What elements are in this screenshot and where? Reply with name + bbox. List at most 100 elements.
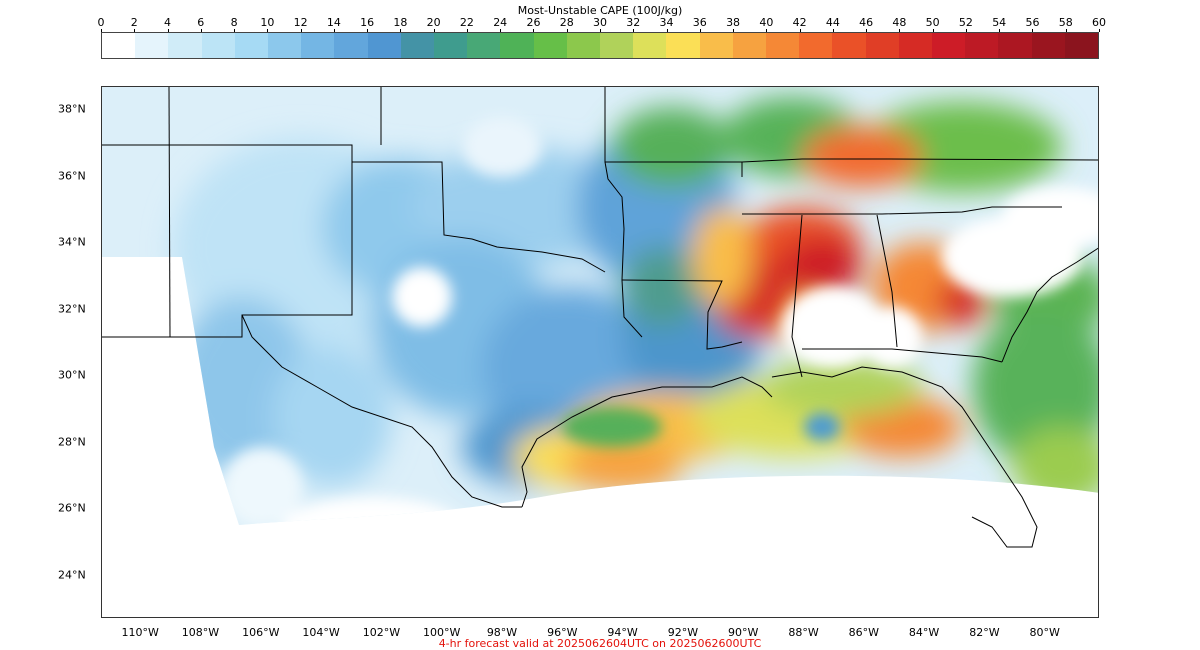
colorbar-segment	[467, 33, 501, 58]
colorbar-segment	[301, 33, 335, 58]
colorbar-tick	[1099, 29, 1100, 32]
colorbar-segment	[268, 33, 302, 58]
colorbar-tick	[999, 29, 1001, 32]
longitude-label: 86°W	[848, 626, 879, 639]
latitude-label: 30°N	[58, 368, 86, 382]
colorbar-tick	[1065, 29, 1067, 32]
colorbar-tick	[633, 29, 635, 32]
map-canvas	[102, 87, 1098, 548]
colorbar-segment	[400, 33, 435, 58]
forecast-valid-caption: 4-hr forecast valid at 2025062604UTC on …	[438, 637, 762, 650]
colorbar-tick-label: 24	[493, 16, 508, 29]
colorbar-tick	[367, 29, 369, 32]
colorbar-tick-label: 34	[659, 16, 674, 29]
colorbar-segment	[998, 33, 1032, 58]
latitude-label: 24°N	[58, 568, 86, 582]
longitude-label: 104°W	[302, 626, 340, 639]
colorbar-segment	[965, 33, 999, 58]
colorbar-tick-label: 12	[293, 16, 308, 29]
longitude-label: 110°W	[121, 626, 159, 639]
colorbar-tick	[766, 29, 768, 32]
colorbar-segment	[434, 33, 468, 58]
colorbar-tick	[799, 29, 801, 32]
colorbar-tick	[666, 29, 668, 32]
colorbar-tick	[965, 29, 967, 32]
colorbar-tick-label: 52	[958, 16, 973, 29]
colorbar-tick	[500, 29, 502, 32]
colorbar-tick	[167, 29, 169, 32]
latitude-label: 36°N	[58, 169, 86, 183]
colorbar-tick-label: 46	[859, 16, 874, 29]
colorbar-tick-label: 32	[626, 16, 641, 29]
colorbar-tick-label: 30	[593, 16, 607, 29]
longitude-label: 106°W	[242, 626, 280, 639]
colorbar-segment	[201, 33, 235, 58]
longitude-label: 90°W	[728, 626, 759, 639]
colorbar-segment	[102, 33, 136, 58]
longitude-label: 98°W	[486, 626, 518, 639]
longitude-label: 100°W	[423, 626, 461, 639]
colorbar-tick	[101, 29, 102, 32]
colorbar-tick	[600, 29, 601, 32]
colorbar-tick	[832, 29, 834, 32]
latitude-label: 32°N	[58, 302, 86, 316]
latitude-label: 26°N	[58, 501, 86, 515]
colorbar-tick-label: 10	[260, 16, 275, 29]
colorbar-segment	[766, 33, 800, 58]
colorbar-title: Most-Unstable CAPE (100J/kg)	[517, 4, 683, 17]
longitude-label: 88°W	[788, 626, 819, 639]
colorbar-tick-label: 28	[559, 16, 574, 29]
colorbar-segment	[1064, 33, 1099, 58]
longitude-label: 94°W	[607, 626, 638, 639]
colorbar-tick	[566, 29, 568, 32]
colorbar-segment	[234, 33, 269, 58]
colorbar-segment	[932, 33, 966, 58]
colorbar-tick-label: 20	[426, 16, 441, 29]
colorbar-tick	[300, 29, 302, 32]
colorbar-tick-label: 16	[360, 16, 375, 29]
colorbar-tick	[1032, 29, 1034, 32]
colorbar-tick-label: 14	[326, 16, 341, 29]
colorbar-tick-label: 60	[1092, 16, 1106, 29]
longitude-label: 96°W	[547, 626, 578, 639]
colorbar-segment	[666, 33, 700, 58]
colorbar-tick	[333, 29, 335, 32]
longitude-label: 80°W	[1029, 626, 1060, 639]
colorbar-segment	[500, 33, 534, 58]
colorbar-segment	[799, 33, 833, 58]
colorbar-segment	[832, 33, 866, 58]
colorbar-segment	[566, 33, 601, 58]
colorbar-tick-label: 4	[164, 16, 172, 29]
colorbar-tick-label: 18	[393, 16, 408, 29]
colorbar-tick	[466, 29, 468, 32]
cape-field	[102, 87, 1098, 525]
colorbar-tick	[866, 29, 868, 32]
colorbar-segment	[732, 33, 767, 58]
latitude-label: 34°N	[58, 235, 86, 249]
colorbar-segment	[334, 33, 368, 58]
colorbar-tick	[699, 29, 701, 32]
colorbar-segment	[865, 33, 899, 58]
colorbar-segment	[898, 33, 933, 58]
colorbar-tick-label: 42	[792, 16, 807, 29]
longitude-label: 102°W	[362, 626, 401, 639]
longitude-label: 108°W	[181, 626, 220, 639]
colorbar-tick	[733, 29, 735, 32]
colorbar-tick	[433, 29, 435, 32]
colorbar-tick	[400, 29, 402, 32]
colorbar-tick	[533, 29, 535, 32]
colorbar-tick-label: 54	[992, 16, 1007, 29]
cape-forecast-map	[101, 86, 1099, 618]
longitude-label: 84°W	[908, 626, 940, 639]
longitude-label: 92°W	[667, 626, 699, 639]
colorbar-tick	[932, 29, 934, 32]
colorbar-tick	[899, 29, 901, 32]
colorbar-tick-label: 2	[130, 16, 138, 29]
colorbar-tick-label: 6	[197, 16, 205, 29]
colorbar-segment	[533, 33, 567, 58]
latitude-label: 38°N	[58, 102, 86, 116]
colorbar-tick-label: 26	[526, 16, 541, 29]
state-borders	[102, 87, 1098, 548]
colorbar-tick-label: 50	[925, 16, 940, 29]
colorbar-tick	[234, 29, 236, 32]
